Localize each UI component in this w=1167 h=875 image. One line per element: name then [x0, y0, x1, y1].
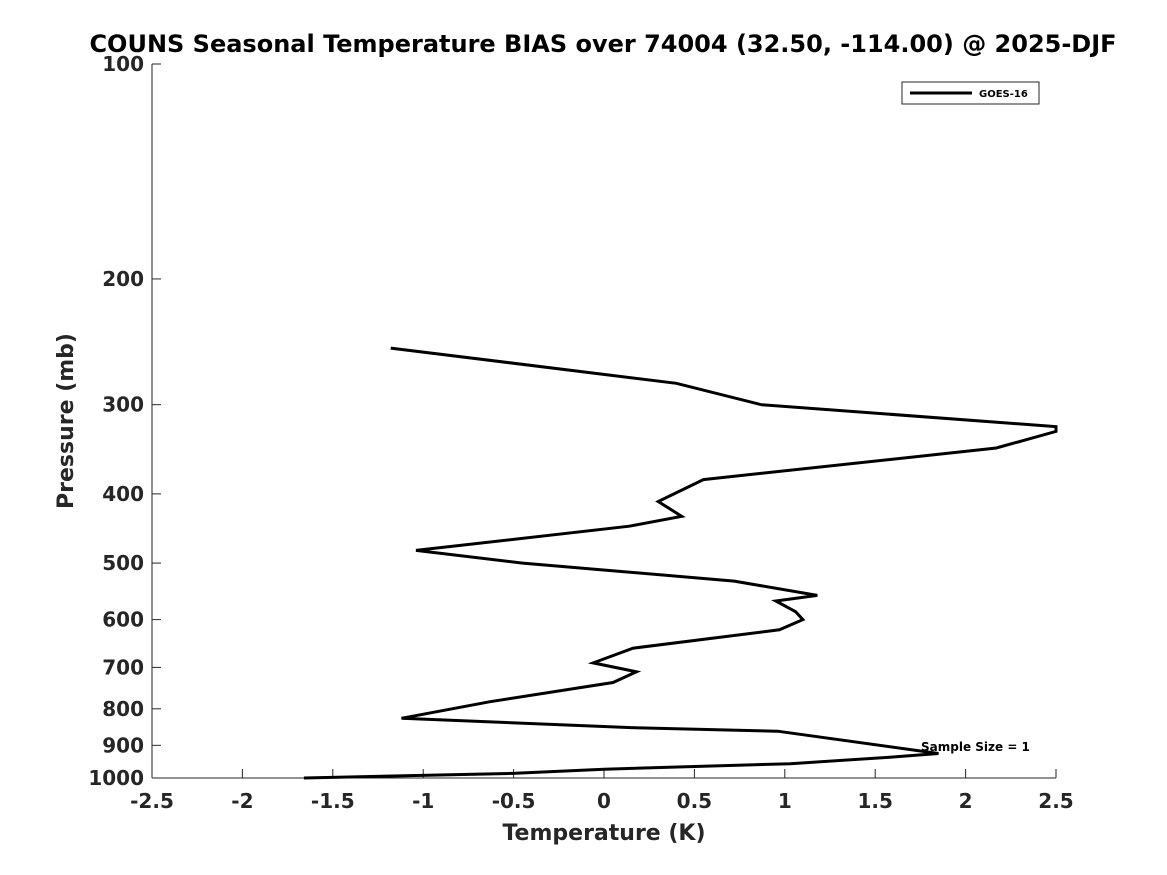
y-tick-label: 800 — [102, 697, 144, 721]
y-axis-label: Pressure (mb) — [54, 333, 79, 509]
x-tick-label: -2.5 — [130, 789, 174, 813]
x-tick-label: 1.5 — [857, 789, 892, 813]
y-tick-label: 500 — [102, 551, 144, 575]
y-tick-label: 700 — [102, 655, 144, 679]
x-axis-label: Temperature (K) — [502, 821, 705, 846]
x-tick-label: -0.5 — [492, 789, 536, 813]
y-tick-label: 100 — [102, 52, 144, 76]
x-tick-label: -1 — [412, 789, 434, 813]
sample-size-annotation: Sample Size = 1 — [921, 740, 1030, 754]
y-tick-label: 600 — [102, 608, 144, 632]
x-tick-label: -2 — [231, 789, 253, 813]
legend: GOES-16 — [901, 81, 1040, 105]
legend-label-goes-16: GOES-16 — [979, 89, 1028, 100]
y-tick-label: 1000 — [88, 766, 144, 790]
chart-title: COUNS Seasonal Temperature BIAS over 740… — [89, 30, 1116, 58]
series-layer — [303, 346, 1058, 780]
y-tick-label: 200 — [102, 267, 144, 291]
x-tick-label: 0 — [597, 789, 611, 813]
y-tick-label: 400 — [102, 482, 144, 506]
y-tick-label: 300 — [102, 393, 144, 417]
y-tick-label: 900 — [102, 733, 144, 757]
x-tick-label: 1 — [778, 789, 792, 813]
x-tick-label: 2 — [959, 789, 973, 813]
x-tick-label: -1.5 — [311, 789, 355, 813]
y-axis-ticks: 100 200 300 400 500 600 700 800 900 1000 — [88, 52, 161, 790]
series-line-goes-16 — [303, 346, 1058, 780]
x-tick-label: 0.5 — [677, 789, 712, 813]
x-axis-ticks: -2.5 -2 -1.5 -1 -0.5 0 0.5 1 1.5 2 2.5 — [130, 769, 1074, 813]
x-tick-label: 2.5 — [1038, 789, 1073, 813]
